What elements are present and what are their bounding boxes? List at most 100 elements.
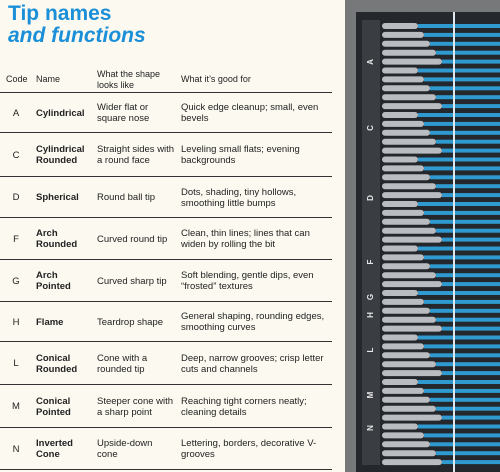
bit-tip <box>382 316 436 323</box>
bit-shank <box>424 255 500 260</box>
bit-tip <box>382 67 418 74</box>
bit-tip <box>382 218 430 225</box>
bit-tip <box>382 361 436 368</box>
table-cell: Flame <box>36 316 64 328</box>
header-cell: Name <box>36 74 61 84</box>
bit-shank <box>436 317 500 322</box>
table-cell: Cylindrical <box>36 107 85 119</box>
bit-shank <box>418 291 500 295</box>
bit-tip <box>382 263 430 270</box>
tray-label: G <box>366 294 375 300</box>
bit-shank <box>442 460 500 465</box>
table-row: L Conical Rounded Cone with a rounded tip D… <box>0 342 332 385</box>
subtitle: and functions <box>8 24 146 48</box>
bit-shank <box>430 397 500 402</box>
bit-tip <box>382 227 436 234</box>
table-cell: Soft blending, gentle dips, even “froste… <box>181 270 314 292</box>
title: Tip names <box>8 2 112 25</box>
tray-photo: A C D F G H L M N <box>345 0 500 472</box>
bit-shank <box>442 282 500 287</box>
bit-tip <box>382 147 442 154</box>
table-cell: N <box>12 443 20 455</box>
bit-shank <box>430 442 500 447</box>
table-cell: A <box>12 107 20 119</box>
bit-shank <box>436 362 500 367</box>
bit-shank <box>430 41 500 46</box>
table-cell: Cylindrical Rounded <box>36 144 85 166</box>
table-cell: F <box>13 233 19 245</box>
bit-shank <box>418 335 500 340</box>
bit-shank <box>442 104 500 109</box>
bit-shank <box>424 166 500 171</box>
tray-label: L <box>366 347 375 352</box>
table-cell: Clean, thin lines; lines that can widen … <box>181 228 310 250</box>
table-cell: M <box>12 401 20 412</box>
table-cell: Quick edge cleanup; small, even bevels <box>181 102 319 124</box>
bit-shank <box>424 121 500 126</box>
bit-tip <box>382 103 442 110</box>
bit-shank <box>436 50 500 55</box>
table-cell: Conical Rounded <box>36 352 78 375</box>
table-cell: Arch Rounded <box>36 228 78 250</box>
bit-tip <box>382 334 418 341</box>
table-cell: Inverted Cone <box>36 438 73 460</box>
bit-tip <box>382 192 442 199</box>
tray-label: F <box>366 259 375 264</box>
bit-shank <box>418 424 500 429</box>
bit-shank <box>418 380 500 384</box>
bit-shank <box>442 415 500 420</box>
bit-shank <box>436 273 500 278</box>
header-cell: What the shape looks like <box>97 68 161 90</box>
bit-shank <box>436 139 500 144</box>
bit-tip <box>382 405 436 412</box>
bit-shank <box>436 184 500 189</box>
table-cell: H <box>12 316 20 328</box>
bit-tip <box>382 414 442 421</box>
bit-shank <box>418 68 500 73</box>
bit-tip <box>382 85 430 92</box>
bit-tip <box>382 129 430 136</box>
bit-tip <box>382 174 430 181</box>
bit-shank <box>442 193 500 198</box>
bit-tip <box>382 156 418 163</box>
bit-tip <box>382 120 424 127</box>
bit-shank <box>424 388 500 393</box>
table-row: N Inverted Cone Upside-down cone Lettering,… <box>0 428 332 470</box>
bit-tip <box>382 183 436 190</box>
table-cell: Teardrop shape <box>97 316 164 328</box>
table-cell: Arch Pointed <box>36 270 71 292</box>
bit-tip <box>382 76 424 83</box>
table-cell: Straight sides with a round face <box>97 144 175 166</box>
tray-label: D <box>366 195 375 201</box>
bit-shank <box>442 59 500 64</box>
table-row: A Cylindrical Wider flat or square nose Qui… <box>0 93 332 133</box>
table-cell: Curved round tip <box>97 233 168 245</box>
table-cell: Steeper cone with a sharp point <box>97 395 174 418</box>
bit-shank <box>442 148 500 153</box>
bit-shank <box>430 86 500 91</box>
table-row: H Flame Teardrop shape General shaping, rou… <box>0 302 332 342</box>
table-row: F Arch Rounded Curved round tip Clean, thin… <box>0 218 332 260</box>
bit-tip <box>382 396 430 403</box>
bit-tip <box>382 165 424 172</box>
table-cell: Wider flat or square nose <box>97 102 150 124</box>
tray-label: A <box>366 59 375 65</box>
subtitle-text: and functions <box>8 24 146 47</box>
bit-shank <box>436 95 500 100</box>
bit-shank <box>424 299 500 304</box>
table-cell: L <box>13 358 19 369</box>
bit-shank <box>424 32 500 37</box>
divider <box>453 12 455 472</box>
bit-tip <box>382 138 436 145</box>
bit-tip <box>382 201 418 207</box>
bit-tip <box>382 209 424 216</box>
bit-shank <box>418 113 500 117</box>
bit-tip <box>382 450 436 457</box>
bit-tip <box>382 325 442 332</box>
bit-shank <box>424 433 500 438</box>
bit-tip <box>382 281 442 288</box>
bit-shank <box>442 326 500 331</box>
bit-tip <box>382 432 424 439</box>
bit-shank <box>430 130 500 135</box>
bit-tip <box>382 290 418 296</box>
